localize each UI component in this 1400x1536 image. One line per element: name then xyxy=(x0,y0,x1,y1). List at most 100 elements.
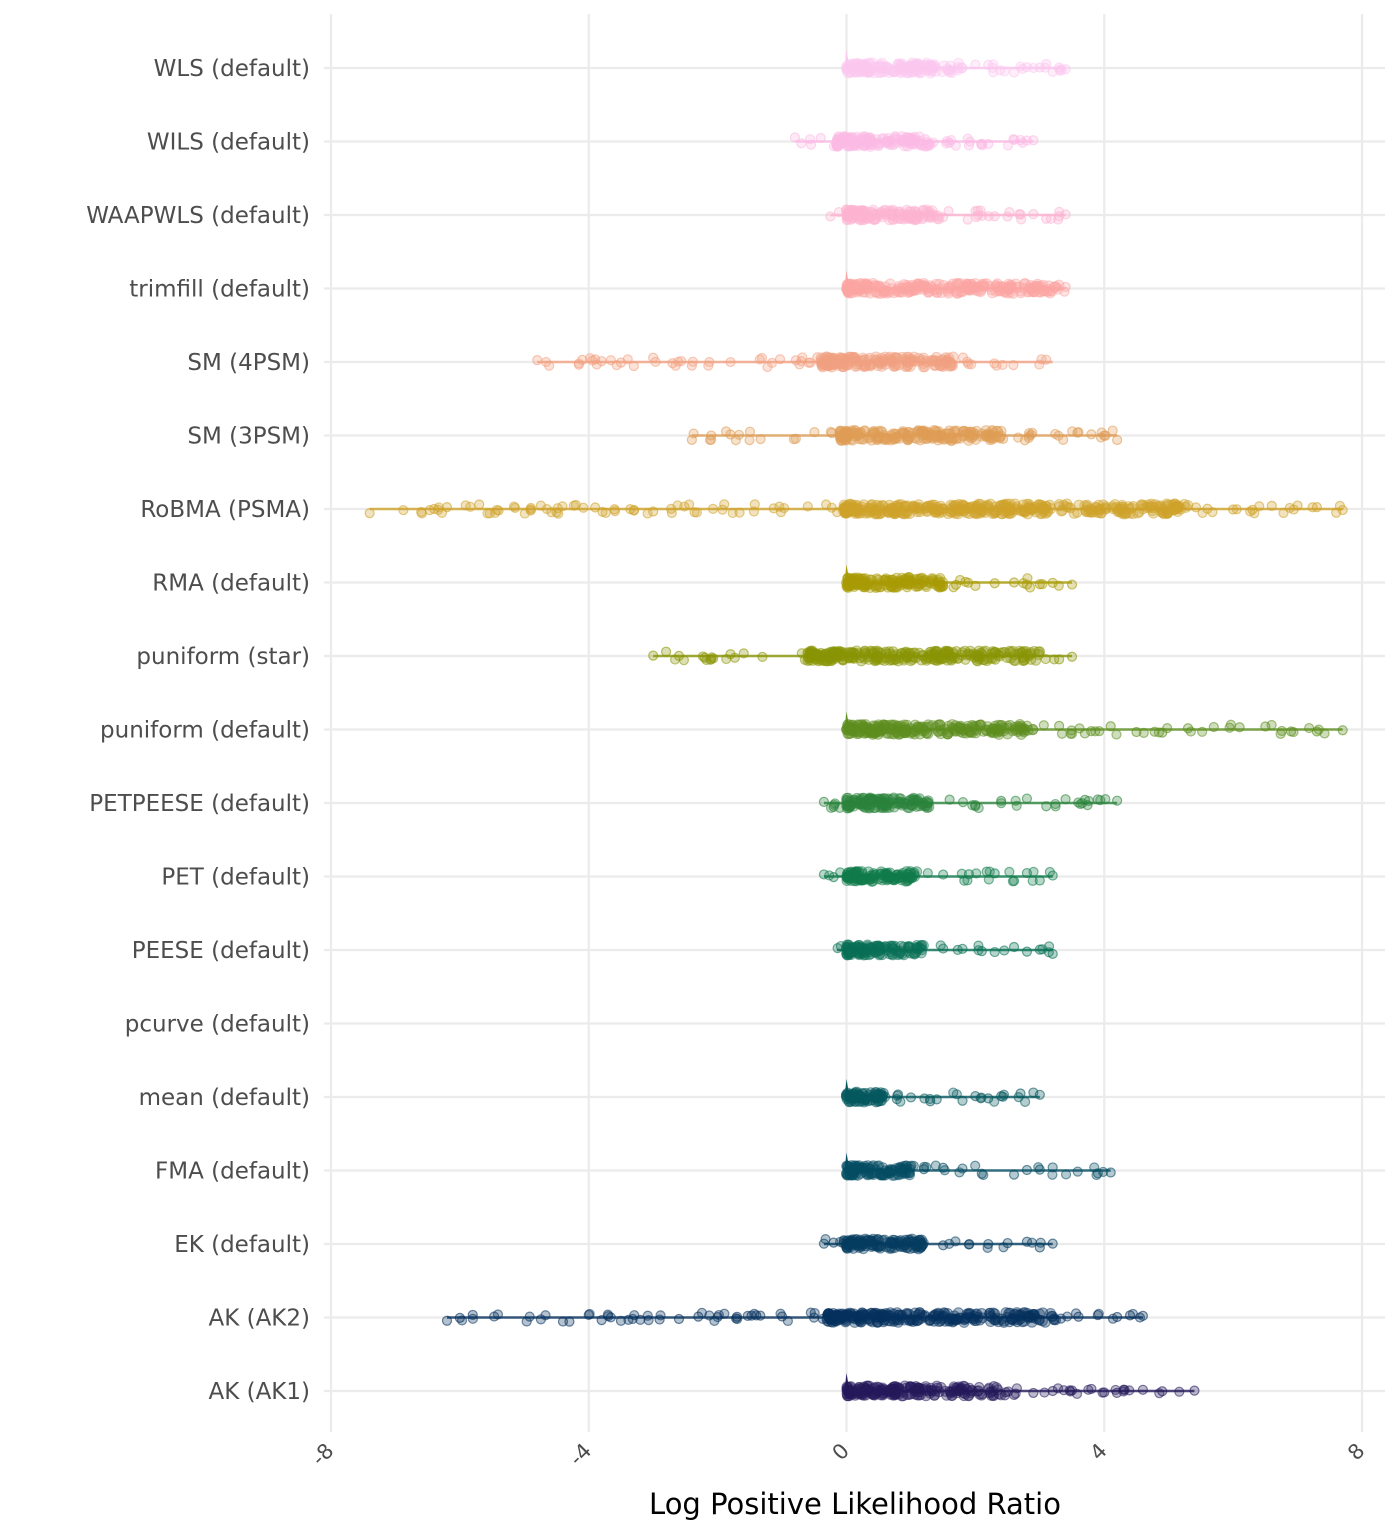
data-point xyxy=(945,64,957,75)
data-point xyxy=(869,1307,881,1318)
data-point xyxy=(796,648,807,659)
data-point xyxy=(951,645,962,657)
data-point xyxy=(905,1092,917,1103)
data-point xyxy=(1060,1169,1072,1180)
data-point xyxy=(984,1307,995,1319)
data-point xyxy=(1050,798,1061,810)
data-point xyxy=(856,210,868,222)
data-point xyxy=(1079,728,1091,739)
data-point xyxy=(1099,430,1110,441)
data-point xyxy=(892,949,904,961)
data-point xyxy=(809,648,820,659)
data-point xyxy=(1174,1386,1185,1397)
data-point xyxy=(1086,1383,1097,1395)
data-point xyxy=(1124,503,1135,514)
data-point xyxy=(691,507,702,518)
data-point xyxy=(962,214,973,225)
data-point xyxy=(908,500,919,511)
data-point xyxy=(1286,726,1297,737)
data-point xyxy=(970,580,981,592)
data-point xyxy=(899,1163,910,1175)
data-point xyxy=(1311,502,1322,513)
data-point xyxy=(912,209,923,220)
data-point xyxy=(733,429,745,440)
data-point xyxy=(719,499,730,510)
series-group xyxy=(841,50,1071,79)
data-point xyxy=(958,725,969,736)
data-point xyxy=(1020,645,1032,657)
data-point xyxy=(833,206,844,218)
data-marks xyxy=(364,50,1348,1402)
data-point xyxy=(1060,281,1071,293)
data-point xyxy=(957,1163,968,1174)
data-point xyxy=(990,654,1001,665)
data-point xyxy=(904,647,915,658)
data-point xyxy=(880,281,891,292)
data-point xyxy=(1021,1236,1033,1247)
data-point xyxy=(989,578,1000,589)
data-point xyxy=(1111,729,1122,740)
data-point xyxy=(398,505,409,516)
data-point xyxy=(609,504,620,515)
data-point xyxy=(938,943,949,954)
data-point xyxy=(1062,1311,1073,1322)
data-point xyxy=(850,360,862,372)
data-point xyxy=(904,60,915,71)
data-point xyxy=(590,502,601,513)
x-tick-label: 0 xyxy=(828,1439,854,1465)
data-point xyxy=(880,1311,891,1322)
data-point xyxy=(441,502,453,513)
data-point xyxy=(1112,1311,1123,1323)
data-point xyxy=(460,500,471,511)
data-point xyxy=(1311,726,1322,737)
data-point xyxy=(551,507,562,518)
data-point xyxy=(890,132,901,143)
data-point xyxy=(754,354,765,365)
data-point xyxy=(950,720,961,731)
data-point xyxy=(929,360,941,371)
data-point xyxy=(809,427,820,438)
data-point xyxy=(416,506,427,518)
data-point xyxy=(364,508,375,519)
data-point xyxy=(825,426,836,437)
data-point xyxy=(1004,866,1015,877)
y-axis-label: FMA (default) xyxy=(155,1159,310,1185)
data-point xyxy=(535,1314,547,1325)
data-point xyxy=(1002,720,1013,731)
data-point xyxy=(863,502,874,513)
data-point xyxy=(1092,1168,1103,1179)
data-point xyxy=(1124,1310,1136,1321)
data-point xyxy=(1292,500,1303,511)
data-point xyxy=(1047,870,1058,881)
data-point xyxy=(1034,1164,1045,1175)
data-point xyxy=(1008,67,1020,78)
data-point xyxy=(970,59,981,70)
data-point xyxy=(857,1309,869,1321)
data-point xyxy=(828,801,839,812)
data-point xyxy=(884,63,896,75)
data-point xyxy=(966,359,977,370)
data-point xyxy=(901,209,912,220)
data-point xyxy=(802,501,813,512)
data-point xyxy=(525,505,536,516)
data-point xyxy=(1041,801,1052,812)
data-point xyxy=(1134,507,1145,518)
data-point xyxy=(1021,867,1033,879)
data-point xyxy=(876,360,888,372)
data-point xyxy=(643,1315,654,1326)
data-point xyxy=(1015,209,1026,220)
data-point xyxy=(1047,577,1058,588)
data-point xyxy=(963,1239,975,1250)
data-point xyxy=(996,795,1007,806)
data-point xyxy=(1050,428,1061,440)
data-point xyxy=(944,794,955,805)
series-group xyxy=(832,939,1058,961)
data-point xyxy=(570,499,581,511)
data-point xyxy=(977,1389,988,1400)
data-point xyxy=(615,1315,627,1326)
data-point xyxy=(1208,721,1219,733)
data-point xyxy=(441,1315,453,1326)
data-point xyxy=(1036,354,1047,365)
data-point xyxy=(850,283,862,295)
data-point xyxy=(893,499,904,510)
